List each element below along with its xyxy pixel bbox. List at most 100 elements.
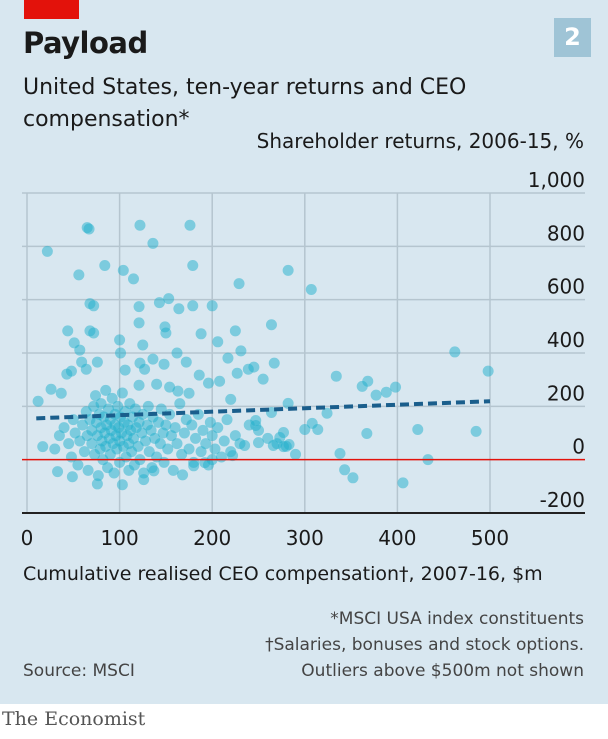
data-point bbox=[361, 428, 373, 440]
y-tick-label: -200 bbox=[540, 488, 585, 512]
data-point bbox=[160, 327, 172, 339]
data-point bbox=[347, 472, 359, 484]
data-point bbox=[370, 389, 382, 401]
source-note: Source: MSCI bbox=[23, 661, 135, 681]
data-point bbox=[195, 446, 207, 458]
footnote-compensation: †Salaries, bonuses and stock options. bbox=[265, 635, 584, 655]
data-point bbox=[62, 325, 74, 337]
data-point bbox=[142, 400, 154, 412]
data-point bbox=[200, 438, 212, 450]
y-tick-label: 400 bbox=[547, 328, 585, 352]
data-point bbox=[231, 367, 243, 379]
data-point bbox=[397, 477, 409, 489]
data-point bbox=[91, 478, 103, 490]
data-point bbox=[482, 365, 494, 377]
data-point bbox=[58, 422, 70, 434]
data-point bbox=[127, 432, 139, 444]
data-point bbox=[178, 427, 190, 439]
data-point bbox=[218, 435, 230, 447]
data-point bbox=[312, 424, 324, 436]
x-tick-label: 200 bbox=[193, 526, 231, 550]
data-point bbox=[158, 456, 170, 468]
data-point bbox=[305, 284, 317, 296]
x-tick-label: 300 bbox=[286, 526, 324, 550]
data-point bbox=[55, 387, 67, 399]
scatter-plot: 0 100 200 300 400 500 1,000 800 600 400 200 0 -200 bbox=[21, 168, 585, 550]
chart-subtitle: United States, ten-year returns and CEO … bbox=[23, 75, 467, 132]
data-point bbox=[66, 471, 78, 483]
x-tick-label: 0 bbox=[21, 526, 34, 550]
data-point bbox=[133, 301, 145, 313]
data-point bbox=[172, 385, 184, 397]
data-point bbox=[82, 464, 94, 476]
data-point bbox=[321, 407, 333, 419]
data-point bbox=[45, 383, 57, 395]
data-point bbox=[92, 470, 104, 482]
data-point bbox=[32, 395, 44, 407]
data-point bbox=[206, 300, 218, 312]
y-tick-label: 1,000 bbox=[528, 168, 585, 192]
data-point bbox=[380, 386, 392, 398]
data-point bbox=[174, 398, 186, 410]
data-point bbox=[197, 424, 209, 436]
data-point bbox=[212, 422, 224, 434]
brand-red-bar bbox=[24, 0, 79, 19]
x-axis-title: Cumulative realised CEO compensation†, 2… bbox=[23, 563, 543, 585]
data-point bbox=[184, 219, 196, 231]
data-point bbox=[169, 422, 181, 434]
data-point bbox=[134, 219, 146, 231]
data-point bbox=[271, 438, 283, 450]
chart-title: Payload bbox=[23, 26, 148, 60]
data-point bbox=[72, 459, 84, 471]
y-tick-label: 0 bbox=[572, 435, 585, 459]
data-point bbox=[188, 456, 200, 468]
data-point bbox=[280, 440, 292, 452]
data-point bbox=[171, 438, 183, 450]
data-point bbox=[339, 464, 351, 476]
data-point bbox=[140, 435, 152, 447]
data-point bbox=[133, 317, 145, 329]
data-point bbox=[138, 467, 150, 479]
data-point bbox=[330, 370, 342, 382]
data-point bbox=[187, 260, 199, 272]
data-point bbox=[449, 346, 461, 358]
data-point bbox=[162, 443, 174, 455]
y-tick-label: 800 bbox=[547, 221, 585, 245]
data-point bbox=[290, 448, 302, 460]
data-point bbox=[202, 459, 214, 471]
data-point bbox=[139, 363, 151, 375]
data-point bbox=[146, 462, 158, 474]
data-point bbox=[173, 303, 185, 315]
data-point bbox=[190, 432, 202, 444]
data-point bbox=[212, 336, 224, 348]
data-point bbox=[78, 446, 90, 458]
data-point bbox=[65, 365, 77, 377]
data-point bbox=[233, 278, 245, 290]
data-point bbox=[90, 390, 102, 402]
data-point bbox=[195, 328, 207, 340]
data-point bbox=[52, 466, 64, 478]
data-point bbox=[242, 363, 254, 375]
data-point bbox=[117, 264, 129, 276]
data-point bbox=[171, 347, 183, 359]
data-point bbox=[299, 424, 311, 436]
data-point bbox=[229, 430, 241, 442]
x-tick-label: 100 bbox=[101, 526, 139, 550]
data-point bbox=[215, 451, 227, 463]
x-tick-label: 500 bbox=[471, 526, 509, 550]
data-point bbox=[119, 364, 131, 376]
data-point bbox=[100, 384, 112, 396]
data-point bbox=[153, 297, 165, 309]
data-point bbox=[53, 430, 65, 442]
footnote-index: *MSCI USA index constituents bbox=[330, 609, 584, 629]
data-point bbox=[229, 325, 241, 337]
data-point bbox=[180, 356, 192, 368]
data-point bbox=[265, 319, 277, 331]
data-point bbox=[160, 419, 172, 431]
data-point bbox=[133, 379, 145, 391]
data-point bbox=[80, 363, 92, 375]
footnote-outliers: Outliers above $500m not shown bbox=[301, 661, 584, 681]
data-point bbox=[202, 377, 214, 389]
data-point bbox=[362, 375, 374, 387]
data-point bbox=[225, 446, 237, 458]
